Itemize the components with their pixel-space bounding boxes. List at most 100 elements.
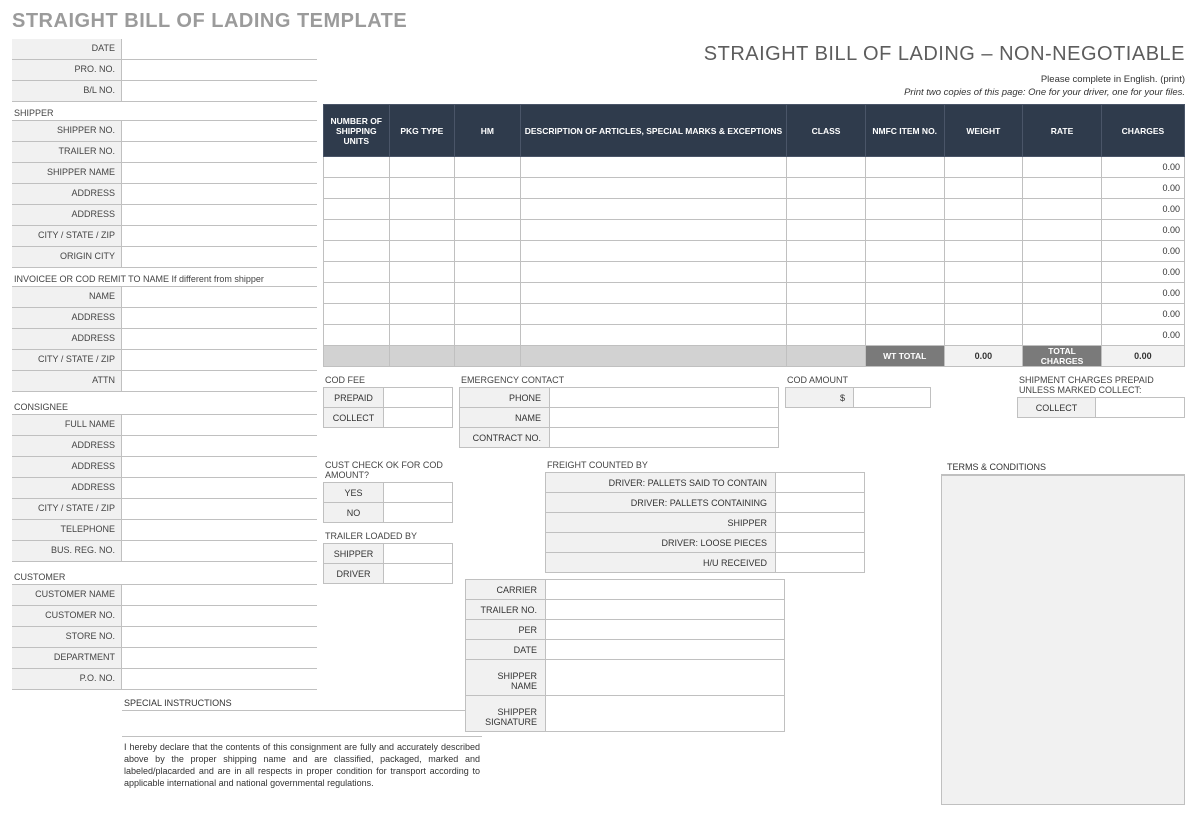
field-value[interactable] xyxy=(122,627,317,647)
items-cell[interactable] xyxy=(520,178,787,199)
field-value[interactable] xyxy=(122,457,317,477)
carrier-value[interactable] xyxy=(546,620,785,640)
items-cell[interactable] xyxy=(520,304,787,325)
items-cell[interactable]: 0.00 xyxy=(1101,325,1184,346)
items-cell[interactable] xyxy=(1023,283,1102,304)
items-cell[interactable] xyxy=(1023,199,1102,220)
items-cell[interactable]: 0.00 xyxy=(1101,241,1184,262)
field-value[interactable] xyxy=(122,541,317,561)
items-cell[interactable] xyxy=(944,283,1023,304)
items-cell[interactable] xyxy=(787,241,866,262)
field-value[interactable] xyxy=(122,226,317,246)
items-cell[interactable]: 0.00 xyxy=(1101,283,1184,304)
field-value[interactable] xyxy=(122,350,317,370)
items-cell[interactable] xyxy=(865,157,944,178)
items-cell[interactable] xyxy=(1023,241,1102,262)
items-cell[interactable] xyxy=(787,283,866,304)
field-value[interactable] xyxy=(122,371,317,391)
items-cell[interactable] xyxy=(389,157,455,178)
field-value[interactable] xyxy=(122,648,317,668)
items-cell[interactable] xyxy=(455,325,521,346)
items-cell[interactable] xyxy=(944,199,1023,220)
field-value[interactable] xyxy=(122,142,317,162)
freight-value[interactable] xyxy=(776,513,865,533)
items-cell[interactable] xyxy=(865,199,944,220)
collect-field[interactable] xyxy=(1096,398,1185,418)
carrier-value[interactable] xyxy=(546,660,785,696)
mini-value[interactable] xyxy=(384,544,453,564)
items-cell[interactable] xyxy=(324,220,390,241)
items-cell[interactable] xyxy=(389,220,455,241)
items-cell[interactable] xyxy=(865,241,944,262)
items-cell[interactable] xyxy=(324,262,390,283)
items-cell[interactable] xyxy=(1023,157,1102,178)
items-cell[interactable] xyxy=(520,157,787,178)
mini-value[interactable] xyxy=(384,483,453,503)
items-cell[interactable] xyxy=(944,262,1023,283)
field-value[interactable] xyxy=(122,606,317,626)
items-cell[interactable] xyxy=(944,220,1023,241)
field-value[interactable] xyxy=(122,163,317,183)
items-cell[interactable] xyxy=(389,325,455,346)
items-cell[interactable] xyxy=(1023,325,1102,346)
field-value[interactable] xyxy=(122,499,317,519)
items-cell[interactable] xyxy=(324,304,390,325)
items-cell[interactable] xyxy=(865,283,944,304)
field-value[interactable] xyxy=(122,329,317,349)
freight-value[interactable] xyxy=(776,553,865,573)
mini-value[interactable] xyxy=(550,388,779,408)
items-cell[interactable] xyxy=(1023,262,1102,283)
items-cell[interactable] xyxy=(455,241,521,262)
items-cell[interactable] xyxy=(455,178,521,199)
mini-value[interactable] xyxy=(550,428,779,448)
items-cell[interactable] xyxy=(944,157,1023,178)
items-cell[interactable] xyxy=(389,304,455,325)
items-cell[interactable]: 0.00 xyxy=(1101,220,1184,241)
items-cell[interactable] xyxy=(389,199,455,220)
field-value[interactable] xyxy=(122,39,317,59)
freight-value[interactable] xyxy=(776,533,865,553)
items-cell[interactable] xyxy=(324,157,390,178)
items-cell[interactable]: 0.00 xyxy=(1101,178,1184,199)
items-cell[interactable] xyxy=(865,262,944,283)
items-cell[interactable] xyxy=(389,283,455,304)
items-cell[interactable] xyxy=(389,178,455,199)
items-cell[interactable] xyxy=(944,178,1023,199)
items-cell[interactable] xyxy=(455,199,521,220)
items-cell[interactable] xyxy=(455,304,521,325)
mini-value[interactable] xyxy=(384,388,453,408)
items-cell[interactable] xyxy=(455,283,521,304)
items-cell[interactable] xyxy=(324,241,390,262)
items-cell[interactable] xyxy=(324,199,390,220)
items-cell[interactable] xyxy=(865,304,944,325)
items-cell[interactable]: 0.00 xyxy=(1101,157,1184,178)
items-cell[interactable] xyxy=(787,157,866,178)
field-value[interactable] xyxy=(122,308,317,328)
field-value[interactable] xyxy=(122,247,317,267)
field-value[interactable] xyxy=(122,287,317,307)
items-cell[interactable] xyxy=(1023,178,1102,199)
carrier-value[interactable] xyxy=(546,696,785,732)
field-value[interactable] xyxy=(122,205,317,225)
field-value[interactable] xyxy=(122,121,317,141)
items-cell[interactable] xyxy=(787,178,866,199)
items-cell[interactable] xyxy=(389,241,455,262)
mini-value[interactable] xyxy=(384,564,453,584)
items-cell[interactable] xyxy=(944,304,1023,325)
items-cell[interactable] xyxy=(865,325,944,346)
items-cell[interactable] xyxy=(865,220,944,241)
field-value[interactable] xyxy=(122,436,317,456)
items-cell[interactable] xyxy=(865,178,944,199)
freight-value[interactable] xyxy=(776,473,865,493)
carrier-value[interactable] xyxy=(546,600,785,620)
items-cell[interactable] xyxy=(455,262,521,283)
field-value[interactable] xyxy=(122,520,317,540)
items-cell[interactable] xyxy=(520,262,787,283)
field-value[interactable] xyxy=(122,585,317,605)
items-cell[interactable] xyxy=(944,325,1023,346)
items-cell[interactable] xyxy=(455,157,521,178)
items-cell[interactable]: 0.00 xyxy=(1101,199,1184,220)
items-cell[interactable] xyxy=(520,325,787,346)
items-cell[interactable] xyxy=(787,220,866,241)
mini-value[interactable] xyxy=(384,408,453,428)
